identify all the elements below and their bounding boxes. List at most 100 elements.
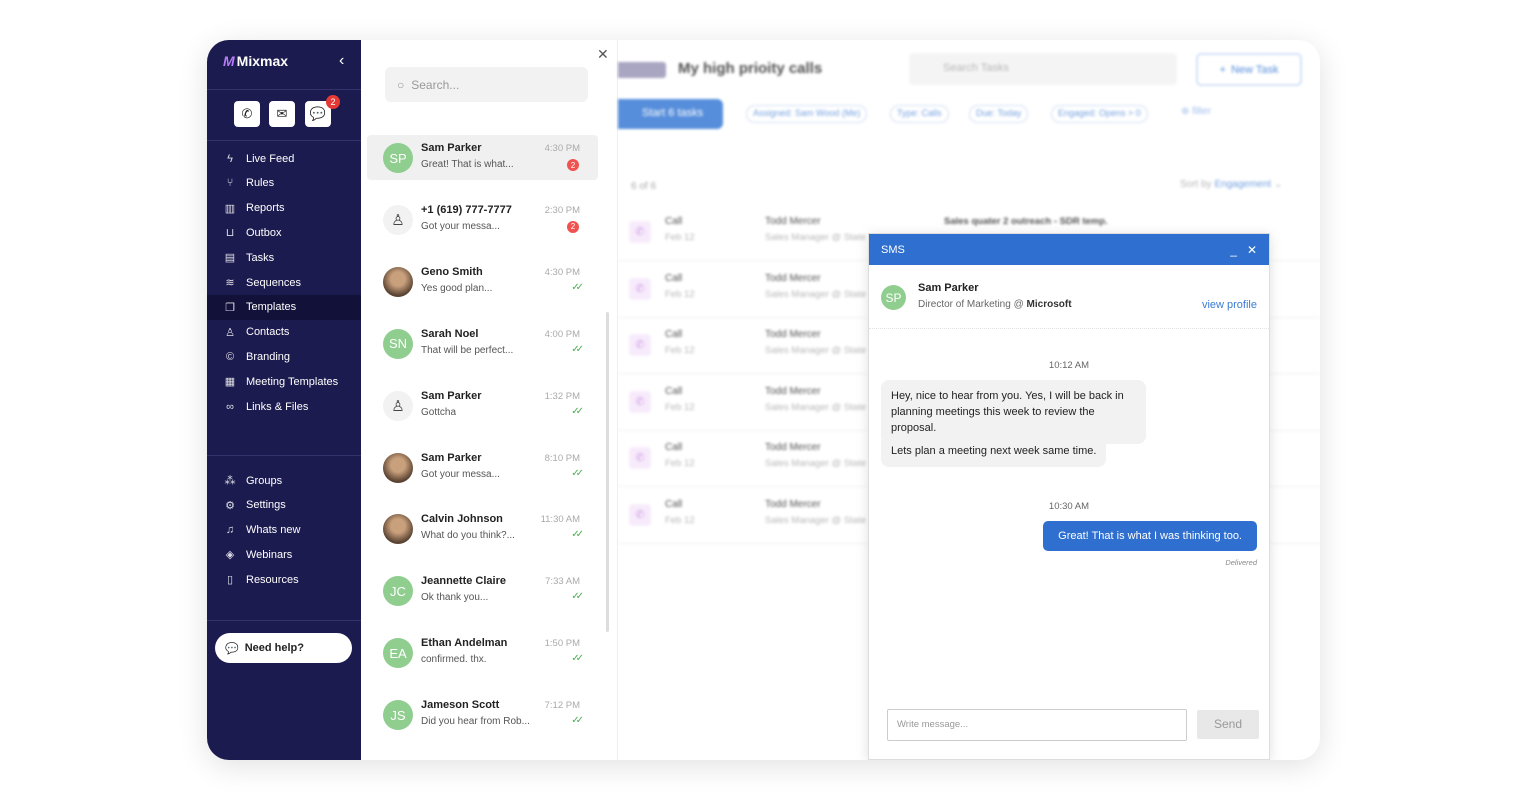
- task-contact-role: Sales Manager @ State: [765, 232, 867, 243]
- sidebar-item-live-feed[interactable]: ϟ Live Feed: [207, 146, 361, 171]
- bar-chart-icon: ▥: [224, 202, 236, 215]
- conversation-item[interactable]: ♙ Sam Parker Gottcha 1:32 PM ✓✓: [367, 383, 598, 428]
- sidebar-item-label: Rules: [246, 177, 275, 190]
- sidebar-item-templates[interactable]: ❐ Templates: [207, 294, 361, 320]
- conversation-list-panel: ✕ ○ Search... SP Sam Parker Great! That is …: [361, 40, 618, 760]
- sidebar-item-links-files[interactable]: ∞ Links & Files: [207, 394, 361, 419]
- minimize-icon[interactable]: _: [1230, 242, 1237, 257]
- task-date: Feb 12: [665, 458, 695, 469]
- task-type: Call: [665, 216, 683, 227]
- task-contact: Todd Mercer: [765, 272, 821, 284]
- close-icon[interactable]: ✕: [597, 46, 609, 62]
- message-preview: What do you think?...: [421, 530, 515, 542]
- conversation-item[interactable]: SN Sarah Noel That will be perfect... 4:00 …: [367, 321, 598, 366]
- filter-chip[interactable]: Due: Today: [969, 105, 1029, 123]
- sidebar-item-reports[interactable]: ▥ Reports: [207, 196, 361, 221]
- avatar: EA: [383, 638, 413, 669]
- webinar-icon: ◈: [225, 549, 235, 562]
- phone-icon: ✆: [629, 221, 651, 243]
- search-icon: ○: [397, 77, 405, 92]
- sidebar-item-tasks[interactable]: ▤ Tasks: [207, 245, 361, 270]
- incoming-message: Lets plan a meeting next week same time.: [881, 435, 1107, 467]
- filter-chip[interactable]: Assigned: Sam Wood (Me): [746, 105, 868, 123]
- message-preview: Got your messa...: [421, 220, 500, 232]
- new-task-button[interactable]: + New Task: [1196, 53, 1302, 86]
- chat-badge: 2: [326, 95, 340, 109]
- task-contact: Todd Mercer: [765, 442, 821, 453]
- role: Director of Marketing: [918, 299, 1011, 310]
- task-sequence: Sales quater 2 outreach - SDR temp.: [944, 216, 1108, 227]
- conversation-item[interactable]: JS Jameson Scott Did you hear from Rob... 7…: [367, 692, 598, 737]
- app-window: M Mixmax ‹ ✆ ✉ 💬 2 ϟ Live Feed ⑂ Rules ▥ Repor…: [207, 40, 1320, 760]
- contact-name: Sam Parker: [421, 389, 482, 402]
- sidebar-item-resources[interactable]: ▯ Resources: [207, 567, 361, 592]
- sidebar: M Mixmax ‹ ✆ ✉ 💬 2 ϟ Live Feed ⑂ Rules ▥ Repor…: [207, 40, 361, 760]
- branch-icon: ⑂: [226, 177, 234, 190]
- conversation-item[interactable]: ♙ +1 (619) 777-7777 Got your messa... 2:30 …: [367, 197, 598, 242]
- task-contact-role: Sales Manager @ State: [765, 514, 867, 526]
- message-input[interactable]: Write message...: [887, 709, 1187, 741]
- sidebar-item-sequences[interactable]: ≋ Sequences: [207, 270, 361, 295]
- avatar: [383, 514, 413, 545]
- sidebar-item-settings[interactable]: ⚙ Settings: [207, 493, 361, 518]
- sort-dropdown[interactable]: Sort by Engagement ⌄: [1180, 179, 1283, 190]
- add-filter-button[interactable]: ⊕ filter: [1181, 106, 1212, 117]
- sidebar-item-label: Whats new: [246, 524, 301, 537]
- sidebar-item-label: Reports: [246, 202, 285, 215]
- mail-button[interactable]: ✉: [269, 101, 295, 127]
- sidebar-item-rules[interactable]: ⑂ Rules: [207, 171, 361, 196]
- conversation-item[interactable]: Sam Parker Got your messa... 8:10 PM ✓✓: [367, 445, 598, 490]
- message-preview: That will be perfect...: [421, 344, 514, 356]
- close-icon[interactable]: ✕: [1246, 242, 1257, 257]
- sidebar-item-label: Settings: [246, 499, 286, 512]
- conversation-item[interactable]: SP Sam Parker Great! That is what... 4:30 P…: [367, 135, 598, 180]
- layers-icon: ≋: [225, 277, 235, 289]
- double-check-icon: ✓✓: [571, 715, 584, 727]
- sidebar-item-webinars[interactable]: ◈ Webinars: [207, 542, 361, 567]
- conversation-item[interactable]: JC Jeannette Claire Ok thank you... 7:33 AM…: [367, 568, 598, 613]
- sidebar-item-contacts[interactable]: ♙ Contacts: [207, 320, 361, 345]
- sidebar-item-meeting-templates[interactable]: ▦ Meeting Templates: [207, 369, 361, 394]
- view-profile-link[interactable]: view profile: [1201, 299, 1257, 311]
- contact-name: Jameson Scott: [421, 699, 500, 712]
- sort-value: Engagement: [1214, 179, 1272, 190]
- task-type: Call: [665, 385, 683, 397]
- contact-name: Sam Parker: [421, 142, 482, 154]
- task-date: Feb 12: [665, 514, 695, 526]
- message-time: 2:30 PM: [544, 204, 580, 216]
- sidebar-item-label: Branding: [246, 350, 291, 363]
- task-contact: Todd Mercer: [765, 498, 821, 510]
- send-button[interactable]: Send: [1197, 710, 1259, 739]
- phone-button[interactable]: ✆: [234, 101, 260, 127]
- conversation-item[interactable]: Geno Smith Yes good plan... 4:30 PM ✓✓: [367, 259, 598, 304]
- task-contact-role: Sales Manager @ State: [765, 288, 867, 300]
- message-preview: Gottcha: [421, 406, 457, 418]
- avatar: [383, 266, 413, 297]
- gear-icon: ⚙: [225, 499, 235, 512]
- scrollbar[interactable]: [606, 312, 609, 632]
- task-contact: Todd Mercer: [765, 385, 821, 397]
- sidebar-item-outbox[interactable]: ⊔ Outbox: [207, 220, 361, 245]
- delivery-status: Delivered: [1225, 558, 1257, 567]
- filter-chip[interactable]: Engaged: Opens > 0: [1051, 105, 1148, 123]
- message-preview: Yes good plan...: [421, 282, 493, 294]
- contact-name: Geno Smith: [421, 265, 483, 278]
- sidebar-item-whats-new[interactable]: ♫ Whats new: [207, 518, 361, 543]
- conversation-item[interactable]: EA Ethan Andelman confirmed. thx. 1:50 PM ✓✓: [367, 630, 598, 675]
- sidebar-item-label: Sequences: [246, 276, 302, 289]
- double-check-icon: ✓✓: [571, 591, 584, 603]
- contact-name: Sam Parker: [918, 282, 979, 294]
- search-input[interactable]: ○ Search...: [385, 67, 588, 102]
- need-help-button[interactable]: 💬 Need help?: [215, 633, 352, 663]
- divider: [207, 140, 361, 141]
- message-time: 8:10 PM: [544, 452, 580, 464]
- sidebar-item-branding[interactable]: © Branding: [207, 344, 361, 369]
- view-dropdown[interactable]: [618, 62, 666, 78]
- message-time: 1:32 PM: [544, 390, 580, 402]
- filter-chip[interactable]: Type: Calls: [890, 105, 949, 123]
- collapse-sidebar-icon[interactable]: ‹: [339, 52, 345, 69]
- sidebar-item-groups[interactable]: ⁂ Groups: [207, 468, 361, 493]
- conversation-item[interactable]: Calvin Johnson What do you think?... 11:30…: [367, 506, 598, 551]
- start-tasks-button[interactable]: Start 6 tasks: [618, 99, 723, 129]
- search-tasks-input[interactable]: Search Tasks: [909, 53, 1177, 85]
